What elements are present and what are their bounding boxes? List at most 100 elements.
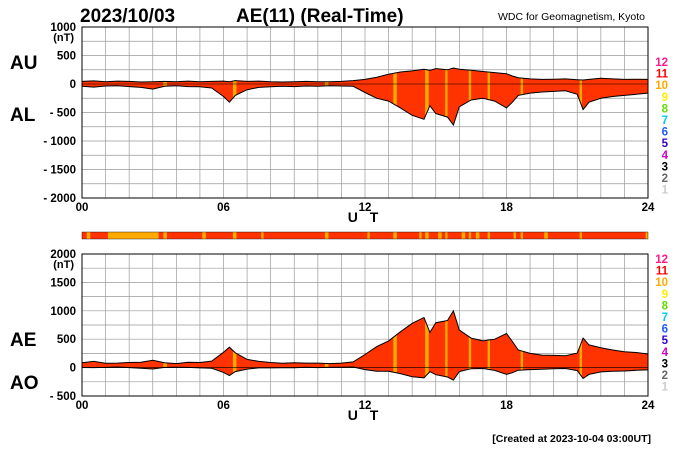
plot-frame	[81, 26, 649, 199]
legend-count: 4	[662, 347, 669, 359]
area-stripe	[425, 310, 429, 381]
y-tick-label: 1000	[50, 306, 76, 318]
station-bar-segment	[544, 232, 548, 239]
x-axis-label: U T	[348, 407, 383, 423]
station-bar-segment	[461, 232, 466, 239]
area-stripe	[579, 68, 582, 125]
plot-date: 2023/10/03	[80, 6, 175, 27]
y-tick-label: - 500	[50, 391, 76, 403]
station-bar-segment	[324, 232, 329, 239]
station-bar-segment	[645, 232, 648, 239]
legend-count: 5	[662, 335, 669, 347]
station-contribution-bar	[81, 231, 649, 240]
station-bar-segment	[393, 232, 397, 239]
station-bar-segment	[579, 232, 582, 239]
legend-count: 3	[662, 161, 668, 173]
ae-ao-panel: 2000 1500 1000 500 0 - 500 (nT) 00 06 12 18 24 U T AE…	[10, 249, 655, 423]
station-bar-segment	[232, 232, 237, 239]
au-al-panel: 1000 500 0 - 500 - 1000 - 1500 - 2000 (nT) 00 06 1…	[10, 22, 655, 225]
y-tick-label: 1000	[50, 22, 76, 34]
legend-count: 12	[655, 254, 668, 266]
area-stripe	[425, 68, 429, 125]
area-stripe	[487, 68, 490, 125]
station-bar-segment	[367, 232, 370, 239]
legend-count: 10	[655, 80, 668, 92]
station-bar-segment	[261, 232, 264, 239]
side-label-ae: AE	[10, 330, 36, 351]
legend-count: 7	[662, 115, 668, 127]
legend-count: 10	[655, 277, 668, 289]
series-line-au	[81, 67, 649, 83]
legend-count: 3	[662, 358, 668, 370]
area-stripe	[393, 68, 397, 125]
series-line-al	[81, 85, 649, 127]
plot-title: AE(11) (Real-Time)	[236, 6, 404, 27]
station-bar-base	[82, 232, 648, 239]
y-tick-label: - 1000	[43, 136, 76, 148]
plot-frame	[81, 253, 649, 397]
area-fill	[82, 310, 648, 381]
y-tick-label: 500	[57, 334, 76, 346]
side-label-al: AL	[10, 105, 36, 126]
x-tick-label: 00	[76, 202, 89, 214]
legend-count: 7	[662, 312, 668, 324]
legend-count: 6	[662, 127, 668, 139]
station-bar-segment	[419, 232, 422, 239]
station-bar-segment	[475, 232, 480, 239]
y-tick-label: 500	[57, 51, 76, 63]
area-stripe	[445, 310, 448, 381]
legend-count: 8	[662, 300, 669, 312]
legend-count: 12	[655, 57, 668, 69]
side-label-ao: AO	[10, 373, 39, 394]
created-timestamp: [Created at 2023-10-04 03:00UT]	[492, 433, 651, 445]
side-label-au: AU	[10, 53, 37, 74]
y-tick-label: 0	[70, 79, 76, 91]
y-tick-label: 2000	[50, 249, 76, 261]
x-tick-label: 00	[76, 400, 89, 412]
x-axis-label: U T	[348, 209, 383, 225]
x-tick-label: 12	[359, 202, 372, 214]
area-stripe	[445, 68, 448, 125]
station-bar-segment	[107, 232, 159, 239]
y-tick-label: 1500	[50, 277, 76, 289]
legend-count: 1	[662, 382, 669, 394]
legend-count: 1	[662, 185, 669, 197]
legend-count: 2	[662, 173, 668, 185]
area-fill	[82, 68, 648, 125]
station-bar-segment	[468, 232, 472, 239]
legend-count: 4	[662, 150, 669, 162]
y-tick-label: - 1500	[43, 165, 76, 177]
x-tick-label: 06	[217, 202, 230, 214]
area-stripe	[468, 310, 472, 381]
station-bar-frame	[81, 231, 649, 240]
station-bar-segment	[445, 232, 448, 239]
legend-count: 11	[656, 69, 669, 81]
station-bar-segment	[487, 232, 490, 239]
legend-count: 6	[662, 324, 668, 336]
station-bar-segment	[202, 232, 206, 239]
x-tick-label: 18	[500, 202, 513, 214]
x-tick-label: 24	[642, 400, 655, 412]
station-bar-segment	[513, 232, 516, 239]
station-bar-segment	[520, 232, 524, 239]
legend-count: 9	[662, 289, 668, 301]
organization-label: WDC for Geomagnetism, Kyoto	[498, 11, 645, 23]
x-tick-label: 24	[642, 202, 655, 214]
legend-count: 8	[662, 103, 669, 115]
y-unit-label: (nT)	[53, 259, 74, 271]
station-bar-segment	[86, 232, 91, 239]
y-tick-label: 0	[70, 363, 76, 375]
x-tick-label: 06	[217, 400, 230, 412]
x-tick-label: 12	[359, 400, 372, 412]
area-stripe	[468, 68, 472, 125]
area-stripe	[393, 310, 397, 381]
station-bar-segment	[438, 232, 442, 239]
station-bar-segment	[163, 232, 167, 239]
legend-count: 5	[662, 138, 669, 150]
y-unit-label: (nT)	[53, 32, 74, 44]
legend-count: 9	[662, 92, 668, 104]
